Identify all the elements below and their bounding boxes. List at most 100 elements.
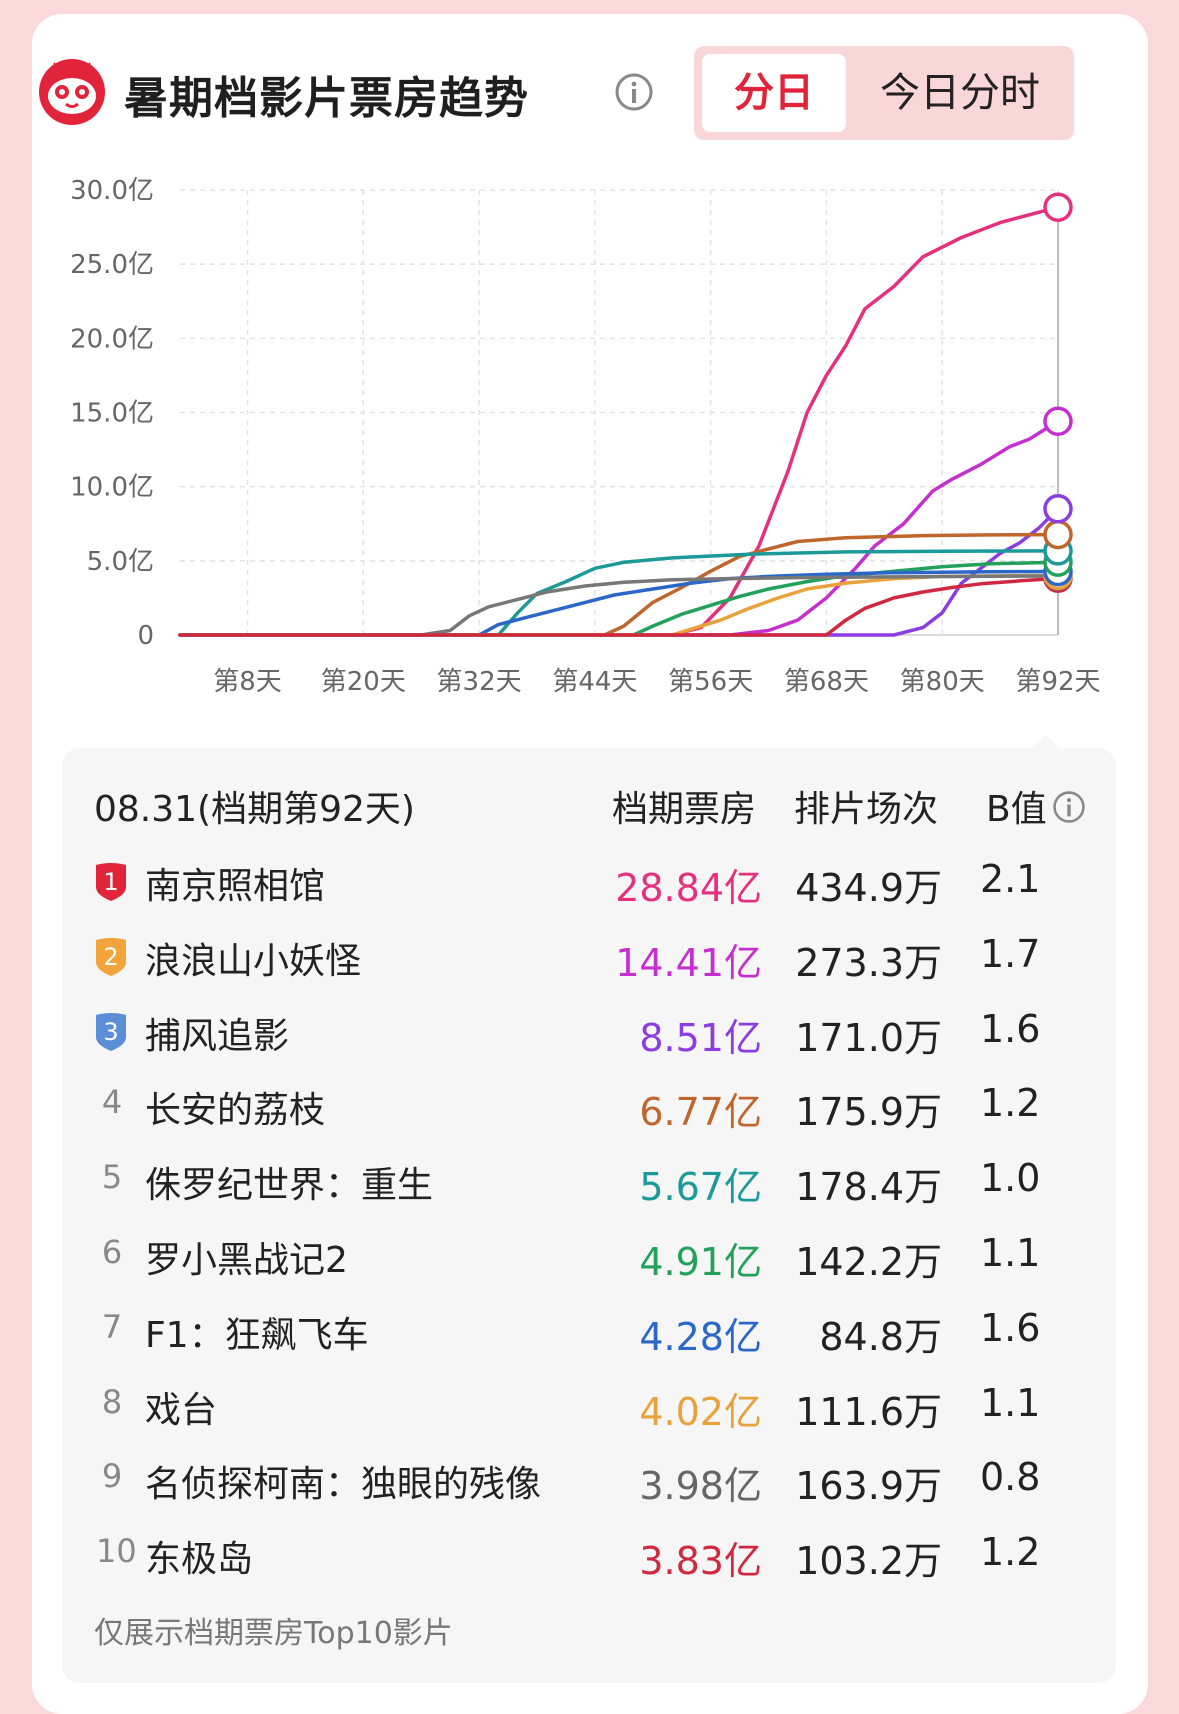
table-row[interactable]: 10 东极岛 3.83亿 103.2万 1.2 [0, 1528, 1179, 1588]
box-office-chart: 30.0亿 25.0亿 20.0亿 15.0亿 10.0亿 5.0亿 0 第8天 第20天 第32… [70, 176, 1100, 697]
x-tick-label: 第92天 [1015, 667, 1100, 697]
series-line-10 [178, 576, 1060, 637]
film-name: 南京照相馆 [145, 866, 326, 907]
table-row[interactable]: 8 戏台 4.02亿 111.6万 1.1 [0, 1379, 1179, 1439]
rank-number: 2 [103, 943, 118, 971]
screenings-count: 163.9万 [795, 1464, 942, 1509]
maoyan-logo [39, 59, 105, 125]
table-row[interactable]: 3 捕风追影 8.51亿 171.0万 1.6 [0, 1005, 1179, 1065]
col-shows-header: 排片场次 [794, 789, 939, 830]
info-icon[interactable] [614, 72, 654, 112]
table-row[interactable]: 5 侏罗纪世界：重生 5.67亿 178.4万 1.0 [0, 1154, 1179, 1214]
series-line-5 [178, 549, 1060, 637]
screenings-count: 171.0万 [795, 1015, 942, 1060]
b-value-info-icon[interactable] [1052, 790, 1086, 824]
table-row[interactable]: 1 南京照相馆 28.84亿 434.9万 2.1 [0, 855, 1179, 915]
col-b-header: B值 [986, 789, 1047, 830]
b-value: 1.6 [980, 1006, 1041, 1051]
panel-pointer [1032, 735, 1060, 749]
rank-number: 4 [101, 1083, 123, 1122]
tab-daily[interactable]: 分日 [702, 54, 846, 132]
rank-number: 8 [101, 1382, 123, 1421]
season-gross: 5.67亿 [639, 1165, 762, 1210]
screenings-count: 273.3万 [795, 940, 942, 985]
b-value: 0.8 [980, 1455, 1041, 1500]
x-tick-label: 第80天 [900, 667, 985, 697]
film-name: 浪浪山小妖怪 [145, 940, 362, 982]
season-gross: 4.28亿 [639, 1314, 762, 1359]
series-end-marker-2 [1043, 406, 1073, 437]
x-tick-label: 第56天 [668, 667, 753, 697]
b-value: 1.1 [980, 1380, 1041, 1425]
b-value: 1.2 [980, 1530, 1041, 1575]
series-line-9 [178, 574, 1060, 637]
screenings-count: 111.6万 [795, 1389, 942, 1434]
table-row[interactable]: 9 名侦探柯南：独眼的残像 3.98亿 163.9万 0.8 [0, 1453, 1179, 1513]
y-tick-label: 10.0亿 [70, 473, 154, 503]
x-tick-label: 第32天 [437, 667, 522, 697]
series-end-marker-4 [1043, 519, 1073, 550]
footnote: 仅展示档期票房Top10影片 [94, 1616, 453, 1651]
film-name: 名侦探柯南：独眼的残像 [145, 1464, 542, 1506]
series-end-marker-1 [1043, 192, 1073, 222]
rank-badge-icon: 1 [96, 863, 126, 901]
x-tick-label: 第20天 [321, 667, 406, 697]
season-gross: 14.41亿 [615, 940, 762, 985]
x-tick-label: 第68天 [784, 667, 869, 697]
header: 暑期档影片票房趋势 [36, 54, 1106, 134]
date-label: 08.31(档期第92天) [94, 789, 415, 830]
rank-number: 5 [101, 1158, 123, 1197]
rank-number: 9 [101, 1457, 123, 1496]
table-row[interactable]: 2 浪浪山小妖怪 14.41亿 273.3万 1.7 [0, 930, 1179, 990]
screenings-count: 175.9万 [795, 1090, 942, 1135]
page-title: 暑期档影片票房趋势 [124, 73, 529, 124]
view-toggle: 分日 今日分时 [694, 46, 1074, 140]
rank-number: 7 [101, 1307, 123, 1346]
b-value: 1.0 [980, 1156, 1041, 1201]
b-value: 1.2 [980, 1081, 1041, 1126]
ranking-panel [62, 748, 1116, 1683]
b-value: 1.7 [980, 931, 1041, 976]
series-line-6 [178, 560, 1060, 637]
table-row[interactable]: 6 罗小黑战记2 4.91亿 142.2万 1.1 [0, 1229, 1179, 1289]
x-tick-label: 第44天 [552, 667, 637, 697]
rank-badge-icon: 2 [96, 937, 126, 976]
rank-badge-icon: 3 [96, 1012, 126, 1051]
film-name: F1：狂飙飞车 [145, 1314, 369, 1356]
rank-number: 6 [101, 1233, 123, 1271]
y-tick-label: 25.0亿 [70, 250, 154, 280]
y-tick-label: 30.0亿 [70, 176, 154, 206]
season-gross: 8.51亿 [639, 1015, 762, 1060]
screenings-count: 142.2万 [795, 1240, 942, 1284]
b-value: 1.1 [980, 1231, 1041, 1275]
season-gross: 4.02亿 [639, 1389, 762, 1434]
y-tick-label: 5.0亿 [87, 547, 154, 577]
season-gross: 28.84亿 [615, 866, 762, 910]
film-name: 捕风追影 [145, 1015, 290, 1057]
b-value: 1.6 [980, 1305, 1041, 1350]
film-name: 侏罗纪世界：重生 [145, 1165, 434, 1207]
series-line-2 [178, 419, 1060, 637]
screenings-count: 434.9万 [795, 866, 942, 910]
rank-number: 10 [96, 1532, 137, 1571]
b-value: 2.1 [980, 857, 1041, 901]
film-name: 长安的荔枝 [145, 1090, 326, 1132]
table-row[interactable]: 7 F1：狂飙飞车 4.28亿 84.8万 1.6 [0, 1304, 1179, 1364]
series-line-1 [178, 205, 1060, 637]
rank-number: 1 [103, 868, 118, 896]
season-gross: 4.91亿 [639, 1240, 762, 1284]
screenings-count: 178.4万 [795, 1165, 942, 1210]
tab-hourly[interactable]: 今日分时 [880, 70, 1040, 116]
table-row[interactable]: 4 长安的荔枝 6.77亿 175.9万 1.2 [0, 1079, 1179, 1139]
season-gross: 6.77亿 [639, 1090, 762, 1135]
y-tick-label: 15.0亿 [70, 399, 154, 429]
screenings-count: 103.2万 [795, 1539, 942, 1584]
series-line-7 [178, 569, 1060, 637]
series-end-marker-3 [1043, 494, 1073, 524]
y-tick-label: 20.0亿 [70, 324, 154, 354]
col-gross-header: 档期票房 [612, 789, 757, 830]
film-name: 戏台 [145, 1389, 218, 1431]
screenings-count: 84.8万 [819, 1314, 942, 1359]
x-tick-label: 第8天 [213, 667, 282, 697]
rank-number: 3 [103, 1018, 118, 1046]
